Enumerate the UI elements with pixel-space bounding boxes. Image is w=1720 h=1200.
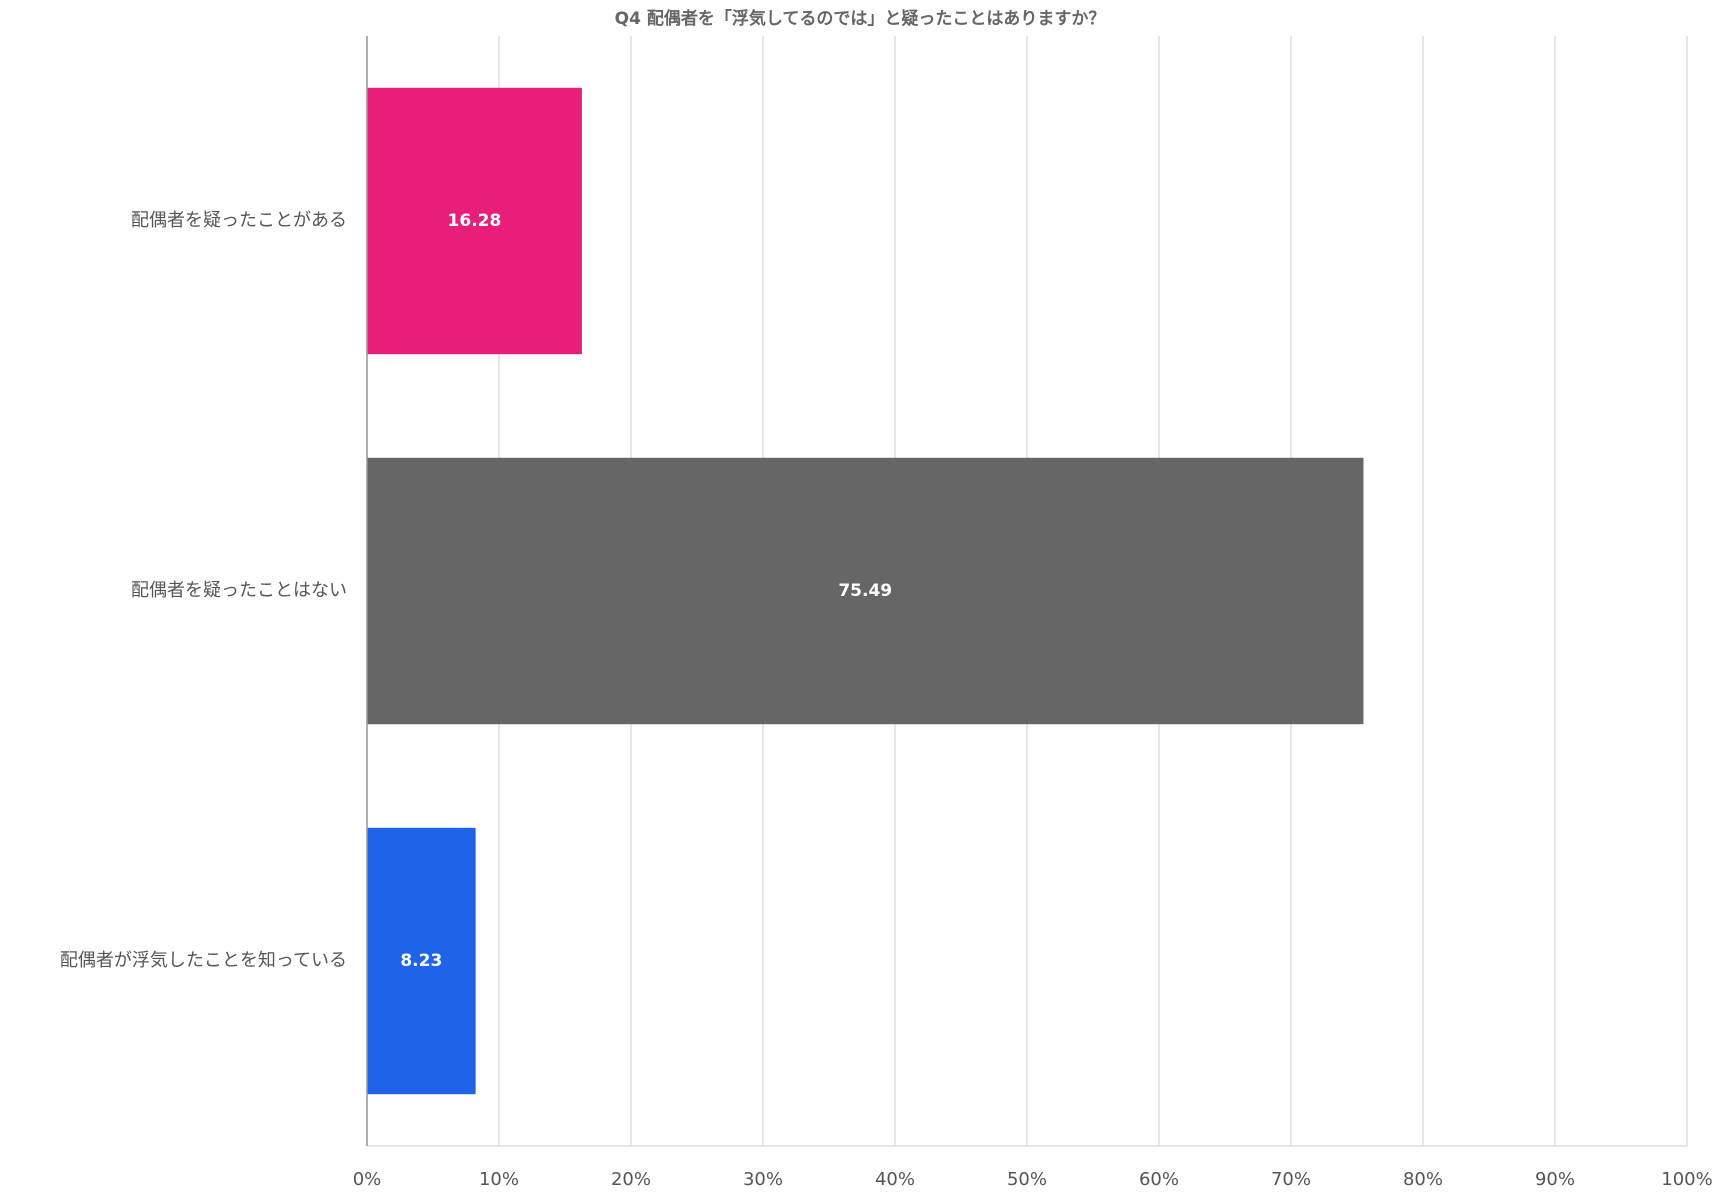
x-tick-label: 90% bbox=[1535, 1169, 1575, 1190]
bar bbox=[367, 457, 1364, 725]
bar bbox=[367, 827, 476, 1095]
x-tick-label: 30% bbox=[743, 1169, 783, 1190]
x-tick-label: 70% bbox=[1271, 1169, 1311, 1190]
x-tick-label: 100% bbox=[1661, 1169, 1712, 1190]
x-tick-label: 0% bbox=[353, 1169, 382, 1190]
x-tick-label: 80% bbox=[1403, 1169, 1443, 1190]
value-label: 16.28 bbox=[448, 211, 502, 231]
x-tick-label: 50% bbox=[1007, 1169, 1047, 1190]
value-label: 8.23 bbox=[400, 951, 442, 971]
x-tick-label: 10% bbox=[479, 1169, 519, 1190]
y-tick-label: 配偶者を疑ったことがある bbox=[131, 210, 347, 231]
x-tick-label: 20% bbox=[611, 1169, 651, 1190]
value-label: 75.49 bbox=[838, 581, 892, 601]
x-tick-label: 40% bbox=[875, 1169, 915, 1190]
x-tick-label: 60% bbox=[1139, 1169, 1179, 1190]
y-tick-label: 配偶者が浮気したことを知っている bbox=[60, 950, 347, 971]
chart-title: Q4 配偶者を「浮気してるのでは」と疑ったことはありますか？ bbox=[615, 8, 1106, 29]
y-tick-label: 配偶者を疑ったことはない bbox=[131, 580, 347, 601]
bar bbox=[367, 87, 582, 355]
